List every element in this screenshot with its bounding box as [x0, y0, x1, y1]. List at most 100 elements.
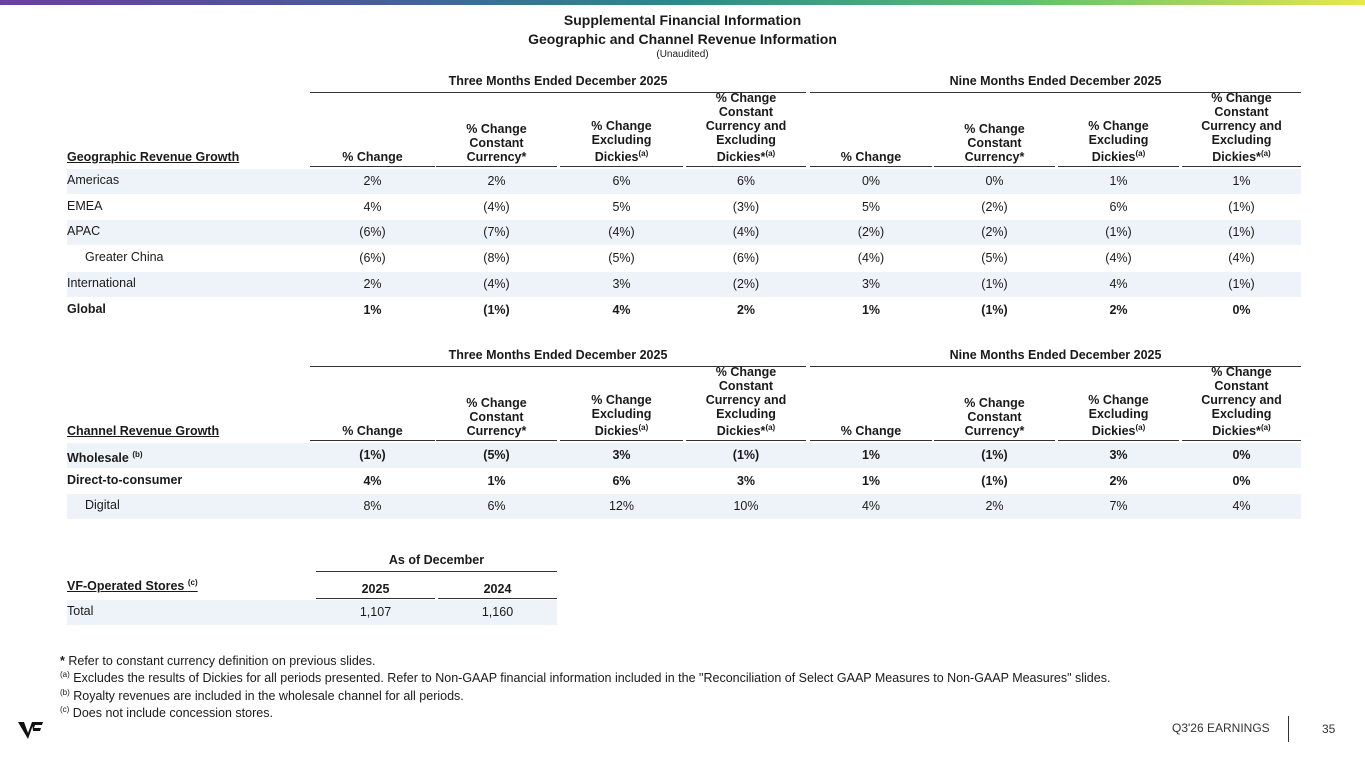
column-header-line: Excluding — [716, 132, 776, 147]
column-header-line: Currency* — [466, 150, 527, 164]
column-header: % Change Constant Currency* — [934, 98, 1055, 167]
column-header-line: Excluding — [591, 132, 652, 147]
column-header: % Change — [810, 98, 932, 167]
cell: (2%) — [857, 225, 885, 240]
column-header-text: Dickies* — [716, 150, 766, 164]
column-header-line: Dickies(a) — [560, 421, 683, 438]
cell: (4%) — [857, 251, 885, 266]
column-header-line: Dickies(a) — [560, 147, 683, 164]
cell: 0% — [985, 174, 1004, 188]
cell: (1%) — [483, 302, 510, 317]
column-header: % Change Excluding Dickies(a) — [1058, 372, 1179, 441]
cell: 1,160 — [481, 605, 514, 619]
cell: 2% — [363, 174, 382, 188]
cell: 8% — [363, 499, 382, 514]
table-row: EMEA 4% (4%) 5% (3%) 5% (2%) 6% (1%) — [67, 195, 1301, 220]
column-header-line: % Change — [466, 122, 527, 136]
column-header-line: % Change — [715, 90, 777, 105]
column-header-line: % Change — [840, 424, 902, 438]
column-header-text: Dickies — [1091, 424, 1136, 438]
table-row: Direct-to-consumer 4% 1% 6% 3% 1% (1%) 2% 0% — [67, 469, 1301, 494]
cell: 4% — [861, 499, 881, 514]
cell: (4%) — [732, 225, 760, 240]
column-header-line: Dickies(a) — [1058, 147, 1179, 164]
cell: 1% — [1109, 174, 1128, 188]
section-heading: Channel Revenue Growth — [67, 424, 219, 438]
column-header-line: Dickies*(a) — [1182, 421, 1301, 438]
cell: (5%) — [483, 448, 510, 462]
row-label-text: EMEA — [67, 198, 103, 213]
column-header-line: Excluding — [1088, 132, 1149, 147]
column-header: % Change Constant Currency and Excluding Dic… — [686, 91, 806, 167]
column-header: % Change Constant Currency* — [436, 98, 557, 167]
cell: (4%) — [483, 199, 510, 214]
page-title: Supplemental Financial Information — [563, 12, 802, 28]
table-row: Global 1% (1%) 4% 2% 1% (1%) 2% 0% — [67, 298, 1301, 323]
column-header-line: Constant — [469, 410, 524, 424]
row-label: Digital — [85, 494, 120, 517]
column-header-line: Constant — [967, 136, 1022, 150]
column-header-line: Excluding — [716, 406, 776, 421]
cell: (5%) — [981, 251, 1008, 266]
vf-logo — [18, 720, 44, 745]
footnote-mark: * — [60, 654, 65, 668]
unaudited-note: (Unaudited) — [656, 49, 709, 60]
cell: 4% — [1232, 499, 1251, 514]
column-header-line: Excluding — [1211, 132, 1272, 147]
row-label: Americas — [67, 169, 119, 192]
stores-year-2025: 2025 — [316, 582, 435, 599]
cell: (1%) — [1228, 199, 1255, 214]
cell: 1% — [861, 473, 881, 488]
column-header-line: Currency* — [964, 424, 1025, 438]
column-header-line: % Change — [1088, 392, 1149, 407]
cell: 6% — [1109, 199, 1128, 214]
cell: 3% — [736, 473, 756, 488]
column-header: % Change Excluding Dickies(a) — [1058, 98, 1179, 167]
column-header-line: Dickies*(a) — [686, 421, 806, 438]
table-row: Americas 2% 2% 6% 6% 0% 0% 1% 1% — [67, 169, 1301, 194]
cell: 1% — [861, 302, 881, 317]
cell: 6% — [736, 174, 756, 188]
cell: (1%) — [1228, 225, 1255, 240]
row-label-text: APAC — [67, 224, 101, 239]
column-header-line: % Change — [964, 396, 1025, 410]
column-header-line: % Change — [342, 150, 403, 164]
column-header-line: Constant — [469, 136, 524, 150]
cell: 1% — [861, 448, 881, 462]
row-label: Direct-to-consumer — [67, 469, 182, 492]
cell: (6%) — [359, 225, 386, 240]
footnote-b: (b) Royalty revenues are included in the… — [60, 688, 464, 703]
row-label: APAC — [67, 220, 100, 243]
column-header-line: % Change — [1088, 118, 1149, 133]
column-header-line: % Change — [591, 392, 652, 407]
cell: 0% — [1232, 448, 1251, 462]
stores-group-header: As of December — [316, 553, 557, 572]
column-header: % Change Constant Currency* — [436, 372, 557, 441]
column-header-line: % Change — [715, 364, 777, 379]
table-row: Digital 8% 6% 12% 10% 4% 2% 7% 4% — [67, 494, 1301, 520]
column-header-text: Dickies* — [716, 424, 766, 438]
section-heading: Geographic Revenue Growth — [67, 150, 239, 164]
page-number: 35 — [1322, 722, 1336, 736]
column-header-line: Currency and — [1201, 118, 1282, 133]
column-header-line: % Change — [1211, 364, 1272, 379]
row-label-text: Greater China — [85, 250, 164, 265]
table-row: Greater China (6%) (8%) (5%) (6%) (4%) (5%) (4%… — [67, 246, 1301, 271]
cell: (6%) — [732, 251, 760, 266]
cell: 6% — [612, 473, 631, 488]
column-header-line: Currency* — [466, 424, 527, 438]
column-header-sup: (a) — [638, 148, 649, 158]
column-header: % Change Constant Currency* — [934, 372, 1055, 441]
column-header-text: Dickies — [1091, 150, 1136, 164]
vf-logo-icon — [18, 722, 43, 739]
cell: 4% — [612, 302, 631, 317]
column-header: % Change Excluding Dickies(a) — [560, 98, 683, 167]
column-header-sup: (a) — [638, 422, 649, 432]
cell: (1%) — [981, 448, 1008, 462]
column-header-sup: (a) — [765, 148, 776, 158]
stores-heading-sup: (c) — [187, 578, 198, 587]
column-header-line: Constant — [1214, 378, 1269, 393]
cell: 2% — [1109, 302, 1128, 317]
row-label-text: Direct-to-consumer — [67, 472, 183, 487]
